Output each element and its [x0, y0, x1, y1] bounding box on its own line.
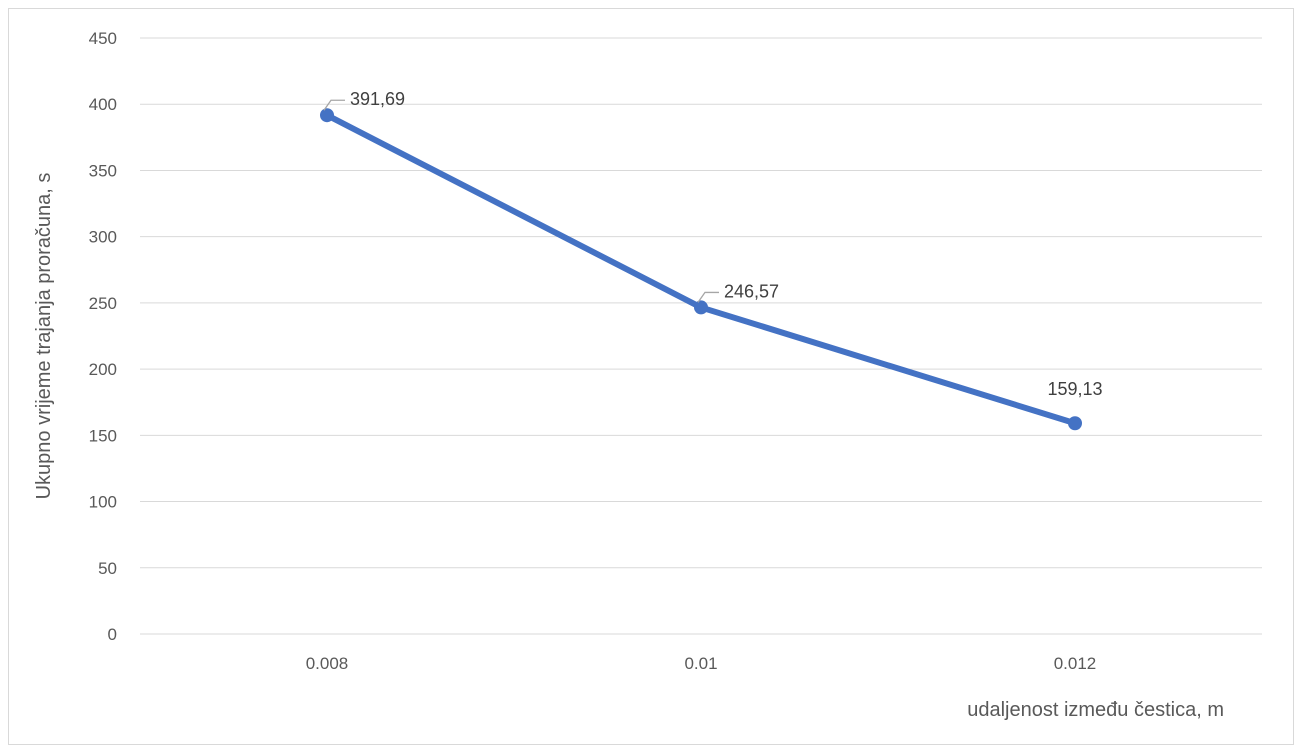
chart-frame — [8, 8, 1294, 745]
y-tick-label: 450 — [89, 29, 117, 48]
series-layer — [320, 108, 1082, 431]
data-point — [694, 300, 708, 315]
leader-line — [697, 291, 719, 303]
leader-line — [323, 99, 345, 111]
x-axis-title: udaljenost između čestica, m — [967, 699, 1224, 721]
data-label: 159,13 — [1047, 379, 1102, 399]
y-axis-ticks: 0 50 100 150 200 250 300 350 400 450 — [89, 29, 117, 644]
data-labels: 391,69 246,57 159,13 — [323, 89, 1103, 399]
y-tick-label: 0 — [108, 625, 117, 644]
data-label: 391,69 — [350, 89, 405, 109]
y-tick-label: 300 — [89, 228, 117, 247]
y-tick-label: 200 — [89, 360, 117, 379]
y-axis-title: Ukupno vrijeme trajanja proračuna, s — [33, 173, 55, 500]
data-label: 246,57 — [724, 281, 779, 301]
y-tick-label: 50 — [98, 559, 117, 578]
y-tick-label: 350 — [89, 161, 117, 180]
x-axis-ticks: 0.008 0.01 0.012 — [306, 654, 1097, 673]
y-tick-label: 250 — [89, 294, 117, 313]
x-tick-label: 0.008 — [306, 654, 349, 673]
gridlines — [140, 37, 1262, 635]
series-line — [324, 112, 1078, 427]
x-tick-label: 0.012 — [1054, 654, 1097, 673]
data-point — [1068, 416, 1082, 431]
x-tick-label: 0.01 — [684, 654, 717, 673]
y-tick-label: 150 — [89, 426, 117, 445]
y-tick-label: 100 — [89, 493, 117, 512]
data-point — [320, 108, 334, 123]
y-tick-label: 400 — [89, 95, 117, 114]
